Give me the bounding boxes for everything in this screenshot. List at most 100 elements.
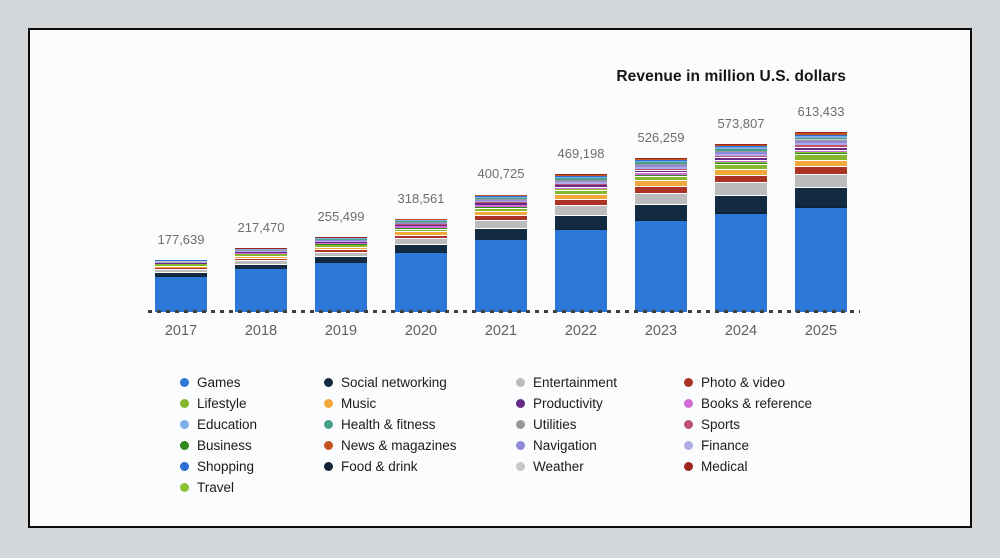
bar-segment-social-networking[interactable] <box>395 243 447 253</box>
legend-item-social-networking[interactable]: Social networking <box>324 372 457 393</box>
bar-segment-social-networking[interactable] <box>155 271 207 277</box>
bar-segment-utilities[interactable] <box>635 164 687 166</box>
bar-segment-navigation[interactable] <box>395 222 447 224</box>
bar-segment-education[interactable] <box>555 177 607 179</box>
bar-segment-music[interactable] <box>715 168 767 176</box>
bar-segment-productivity[interactable] <box>795 146 847 150</box>
bar-segment-sports[interactable] <box>635 168 687 170</box>
legend-item-utilities[interactable]: Utilities <box>516 414 617 435</box>
bar-segment-education[interactable] <box>635 160 687 163</box>
legend-item-shopping[interactable]: Shopping <box>180 456 257 477</box>
bar-2023[interactable] <box>635 157 687 312</box>
bar-segment-food-drink[interactable] <box>715 212 767 214</box>
bar-segment-travel[interactable] <box>715 162 767 164</box>
bar-segment-entertainment[interactable] <box>475 220 527 229</box>
bar-segment-education[interactable] <box>395 220 447 222</box>
bar-segment-photo-video[interactable] <box>635 186 687 193</box>
bar-segment-photo-video[interactable] <box>395 234 447 239</box>
bar-segment-news-magazines[interactable] <box>795 133 847 135</box>
legend-item-entertainment[interactable]: Entertainment <box>516 372 617 393</box>
bar-segment-photo-video[interactable] <box>795 166 847 175</box>
bar-segment-medical[interactable] <box>555 174 607 176</box>
legend-item-medical[interactable]: Medical <box>684 456 812 477</box>
bar-segment-lifestyle[interactable] <box>635 176 687 181</box>
bar-segment-productivity[interactable] <box>475 203 527 205</box>
bar-segment-finance[interactable] <box>795 143 847 146</box>
bar-segment-music[interactable] <box>235 255 287 259</box>
legend-item-finance[interactable]: Finance <box>684 435 812 456</box>
bar-segment-weather[interactable] <box>795 139 847 141</box>
bar-segment-lifestyle[interactable] <box>555 190 607 195</box>
bar-segment-shopping[interactable] <box>635 159 687 161</box>
bar-segment-shopping[interactable] <box>715 146 767 148</box>
bar-2019[interactable] <box>315 237 367 312</box>
bar-segment-books-reference[interactable] <box>235 252 287 254</box>
legend-item-books-reference[interactable]: Books & reference <box>684 393 812 414</box>
bar-segment-productivity[interactable] <box>155 262 207 264</box>
bar-segment-music[interactable] <box>315 246 367 250</box>
bar-segment-health-fitness[interactable] <box>555 178 607 180</box>
bar-2018[interactable] <box>235 248 287 312</box>
bar-segment-health-fitness[interactable] <box>395 221 447 222</box>
bar-segment-productivity[interactable] <box>635 169 687 173</box>
bar-segment-education[interactable] <box>715 147 767 149</box>
legend-item-sports[interactable]: Sports <box>684 414 812 435</box>
legend-item-education[interactable]: Education <box>180 414 257 435</box>
legend-item-travel[interactable]: Travel <box>180 477 257 498</box>
bar-segment-finance[interactable] <box>315 240 367 242</box>
bar-segment-entertainment[interactable] <box>715 182 767 195</box>
bar-segment-education[interactable] <box>315 238 367 239</box>
bar-segment-weather[interactable] <box>635 163 687 165</box>
bar-segment-photo-video[interactable] <box>715 175 767 183</box>
bar-segment-music[interactable] <box>635 180 687 187</box>
bar-segment-photo-video[interactable] <box>555 199 607 206</box>
legend-item-music[interactable]: Music <box>324 393 457 414</box>
bar-segment-business[interactable] <box>475 207 527 208</box>
bar-segment-weather[interactable] <box>715 150 767 152</box>
bar-segment-music[interactable] <box>395 230 447 235</box>
bar-segment-lifestyle[interactable] <box>475 207 527 211</box>
bar-segment-food-drink[interactable] <box>395 252 447 253</box>
legend-item-lifestyle[interactable]: Lifestyle <box>180 393 257 414</box>
bar-segment-photo-video[interactable] <box>155 267 207 270</box>
bar-segment-travel[interactable] <box>635 174 687 176</box>
bar-segment-health-fitness[interactable] <box>315 238 367 240</box>
bar-segment-music[interactable] <box>555 194 607 200</box>
bar-segment-shopping[interactable] <box>795 134 847 137</box>
bar-segment-music[interactable] <box>155 265 207 268</box>
bar-segment-utilities[interactable] <box>715 151 767 153</box>
bar-segment-health-fitness[interactable] <box>635 162 687 164</box>
bar-segment-finance[interactable] <box>395 223 447 225</box>
bar-segment-shopping[interactable] <box>395 219 447 221</box>
bar-segment-social-networking[interactable] <box>635 204 687 220</box>
bar-segment-entertainment[interactable] <box>155 269 207 272</box>
bar-segment-games[interactable] <box>235 269 287 312</box>
bar-segment-sports[interactable] <box>315 241 367 243</box>
bar-segment-lifestyle[interactable] <box>315 244 367 247</box>
legend-item-games[interactable]: Games <box>180 372 257 393</box>
bar-segment-books-reference[interactable] <box>155 263 207 265</box>
bar-segment-finance[interactable] <box>475 201 527 203</box>
bar-segment-productivity[interactable] <box>715 157 767 160</box>
bar-segment-books-reference[interactable] <box>395 226 447 228</box>
bar-segment-travel[interactable] <box>795 152 847 154</box>
bar-segment-entertainment[interactable] <box>635 192 687 205</box>
bar-segment-lifestyle[interactable] <box>795 154 847 160</box>
bar-segment-books-reference[interactable] <box>475 204 527 207</box>
bar-segment-finance[interactable] <box>635 167 687 169</box>
bar-segment-music[interactable] <box>795 159 847 167</box>
bar-segment-games[interactable] <box>155 276 207 312</box>
legend-item-news-magazines[interactable]: News & magazines <box>324 435 457 456</box>
bar-segment-medical[interactable] <box>795 132 847 134</box>
bar-segment-books-reference[interactable] <box>795 149 847 153</box>
bar-segment-books-reference[interactable] <box>635 172 687 175</box>
bar-segment-education[interactable] <box>795 136 847 138</box>
bar-segment-business[interactable] <box>635 175 687 177</box>
bar-segment-productivity[interactable] <box>235 252 287 253</box>
legend-item-business[interactable]: Business <box>180 435 257 456</box>
bar-segment-books-reference[interactable] <box>555 187 607 190</box>
bar-segment-medical[interactable] <box>635 157 687 159</box>
bar-segment-entertainment[interactable] <box>555 205 607 215</box>
bar-segment-sports[interactable] <box>475 202 527 204</box>
bar-segment-food-drink[interactable] <box>475 239 527 241</box>
